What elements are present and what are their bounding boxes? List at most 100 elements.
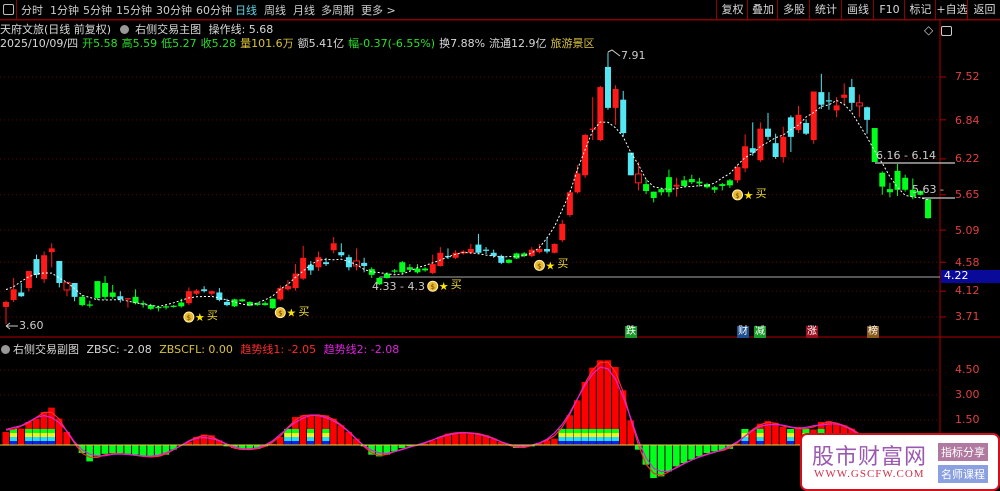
candle-body: [330, 243, 337, 251]
watermark-url: WWW.GSCFW.COM: [814, 468, 925, 480]
candle-body: [269, 298, 276, 309]
news-tag-rise[interactable]: 涨: [806, 326, 818, 338]
window-toggle-icon[interactable]: [941, 26, 952, 36]
candle-body: [399, 262, 406, 273]
mark-button[interactable]: 标记: [904, 0, 936, 19]
candle-body: [102, 283, 109, 297]
indicator-menu-icon[interactable]: [1, 345, 10, 354]
zbscfl-band: [604, 429, 612, 433]
zbscfl-band: [40, 441, 48, 445]
zbscfl-band: [787, 433, 795, 437]
candle-body: [902, 177, 909, 190]
diamond-icon[interactable]: ◇: [924, 23, 934, 37]
add-watchlist-button[interactable]: +自选: [935, 0, 968, 19]
buy-signal-label: 买: [206, 309, 218, 323]
news-tag-reduce[interactable]: 减: [754, 326, 766, 338]
panel-toggle-icon[interactable]: [3, 4, 14, 15]
zbscfl-band: [558, 429, 566, 433]
stock-title-line: 天府文旅(日线 前复权) 右侧交易主图 操作线: 5.68: [0, 21, 273, 37]
zbscfl-band: [611, 433, 619, 437]
overlay-button[interactable]: 叠加: [747, 0, 778, 19]
candle-body: [117, 296, 124, 300]
sub-axis-tick: 3.00: [955, 388, 980, 401]
quote-line: 2025/10/09/四 开5.58 高5.59 低5.27 收5.28 量101.6万额…: [0, 35, 595, 51]
candle-body: [726, 180, 733, 186]
candle-body: [315, 257, 322, 268]
candle-body: [246, 301, 253, 306]
zbscfl-band: [47, 441, 56, 445]
indicator-menu-icon[interactable]: [119, 25, 129, 34]
draw-line-button[interactable]: 画线: [841, 0, 874, 19]
sector-tag[interactable]: 旅游景区: [550, 37, 595, 50]
news-tag-fall[interactable]: 跌: [625, 326, 637, 338]
candle-body: [704, 184, 711, 188]
candle-body: [163, 306, 170, 308]
zbscfl-band: [291, 433, 299, 437]
zbscfl-band: [32, 437, 40, 441]
candle-body: [490, 252, 497, 256]
candle-body: [871, 128, 878, 163]
candle-body: [894, 170, 901, 190]
tab-monthly[interactable]: 月线: [293, 4, 315, 17]
zbscfl-band: [787, 429, 795, 433]
tab-30min[interactable]: 30分钟: [156, 4, 192, 17]
zbsc-bar: [108, 444, 117, 454]
high-value: 5.59: [132, 37, 158, 50]
operation-line: [5, 99, 929, 308]
zbscfl-band: [558, 441, 566, 445]
candle-body: [231, 299, 238, 307]
f10-button[interactable]: F10: [873, 0, 905, 19]
sub-indicator-name[interactable]: 右侧交易副图: [13, 343, 79, 356]
candle-body: [277, 288, 284, 300]
money-bag-icon: [732, 189, 744, 201]
buy-signal-label: 买: [557, 257, 569, 271]
main-indicator-name[interactable]: 右侧交易主图: [135, 23, 202, 36]
candle-body: [665, 177, 672, 193]
range-label-2: 6.16 - 6.14: [876, 149, 936, 162]
money-bag-icon: [274, 307, 286, 319]
zbscfl-band: [322, 437, 330, 441]
volume-value: 量101.6万: [240, 37, 294, 50]
course-button[interactable]: 名师课程: [938, 465, 988, 483]
tab-daily[interactable]: 日线: [235, 4, 257, 17]
divider: [16, 0, 17, 19]
back-button[interactable]: 返回: [967, 0, 1000, 19]
zbscfl-band: [588, 441, 597, 445]
zbscfl-band: [566, 433, 574, 437]
tab-weekly[interactable]: 周线: [264, 4, 286, 17]
close-value: 5.28: [211, 37, 237, 50]
candle-body: [437, 252, 444, 266]
candle-body: [483, 249, 490, 251]
tab-1min[interactable]: 1分钟: [50, 4, 79, 17]
zbsc-bar: [710, 444, 719, 452]
adjust-button[interactable]: 复权: [716, 0, 748, 19]
price-tick: 3.71: [955, 310, 980, 323]
zbscfl-band: [741, 441, 749, 445]
zbscfl-band: [9, 441, 18, 445]
multi-stock-button[interactable]: 多股: [777, 0, 810, 19]
zbscfl-band: [9, 433, 18, 437]
tab-5min[interactable]: 5分钟: [83, 4, 112, 17]
zbscfl-band: [566, 429, 574, 433]
tab-more[interactable]: 更多 >: [361, 4, 396, 17]
zbsc-bar: [459, 432, 467, 446]
news-tag-ranking[interactable]: 榜: [867, 326, 879, 338]
tab-fenshi[interactable]: 分时: [21, 4, 43, 17]
candle-body: [124, 298, 131, 300]
candle-body: [604, 66, 611, 108]
candle-body: [467, 248, 474, 253]
grid-lines: [0, 76, 946, 421]
stats-button[interactable]: 统计: [809, 0, 842, 19]
zbscfl-band: [32, 433, 40, 437]
share-indicator-button[interactable]: 指标分享: [938, 443, 988, 461]
tab-multi-period[interactable]: 多周期: [321, 4, 354, 17]
tab-60min[interactable]: 60分钟: [196, 4, 232, 17]
news-tag-finance[interactable]: 财: [737, 326, 749, 338]
zbsc-bar: [17, 428, 25, 446]
candle-body: [201, 289, 208, 292]
zbscfl-band: [284, 441, 292, 445]
range-label-1: 4.33 - 4.3: [372, 280, 425, 293]
change-value: 幅-0.37(-6.55%): [348, 37, 436, 50]
tab-15min[interactable]: 15分钟: [116, 4, 152, 17]
